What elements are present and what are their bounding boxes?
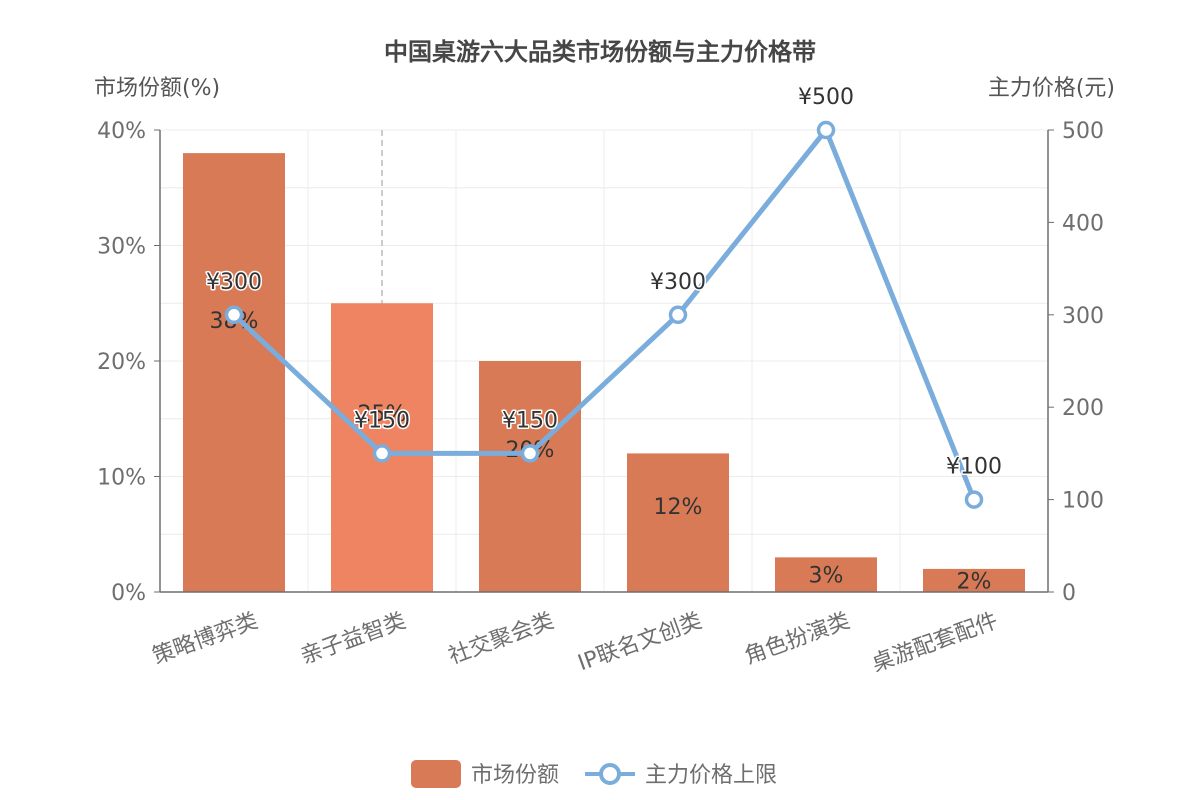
legend-line-marker: [599, 763, 621, 785]
grid: [160, 129, 1048, 592]
line-point[interactable]: [816, 120, 836, 140]
bar-labels: 38%25%20%12%3%2%: [210, 309, 992, 595]
y-right-tick-label: 400: [1062, 211, 1104, 236]
line-data-label: ¥100: [946, 455, 1002, 480]
bar-data-label: 25%: [358, 402, 407, 427]
y-left-tick-label: 30%: [97, 235, 146, 260]
y-right-tick-label: 200: [1062, 396, 1104, 421]
y-left-tick-label: 40%: [97, 119, 146, 144]
line-data-label: ¥150: [354, 408, 410, 433]
line-point[interactable]: [668, 305, 688, 325]
bar-data-label: 12%: [654, 495, 703, 520]
bar[interactable]: [627, 453, 729, 592]
y-right-tick-label: 500: [1062, 119, 1104, 144]
bar[interactable]: [479, 361, 581, 592]
line-data-label: ¥150: [502, 408, 558, 433]
line-series: [224, 120, 984, 509]
x-tick-label: 桌游配套配件: [869, 608, 1002, 677]
x-tick-label: 角色扮演类: [741, 608, 853, 669]
legend: 市场份额 主力价格上限: [411, 760, 777, 788]
x-tick-label: 策略博弈类: [149, 608, 261, 669]
bar[interactable]: [923, 568, 1025, 592]
line-data-label: ¥500: [798, 85, 854, 110]
line-path: [232, 127, 977, 501]
y-right-tick-label: 100: [1062, 489, 1104, 514]
x-tick-label: IP联名文创类: [575, 608, 705, 676]
y-left-tick-label: 0%: [111, 581, 146, 606]
legend-bar-label: 市场份额: [471, 763, 559, 788]
y-right-tick-label: 300: [1062, 304, 1104, 329]
bar-data-label: 2%: [957, 569, 992, 594]
y-left-axis-label: 市场份额(%): [94, 76, 220, 101]
line-data-label: ¥300: [650, 270, 706, 295]
chart-title: 中国桌游六大品类市场份额与主力价格带: [384, 38, 816, 66]
y-left-tick-label: 20%: [97, 350, 146, 375]
line-point[interactable]: [520, 444, 540, 463]
line-data-label: ¥300: [206, 270, 262, 295]
line-point[interactable]: [964, 490, 984, 509]
y-left-tick-label: 10%: [97, 466, 146, 491]
x-tick-label: 社交聚会类: [445, 608, 557, 669]
y-right-tick-label: 0: [1062, 581, 1076, 606]
bar-data-label: 3%: [809, 564, 844, 589]
line-point[interactable]: [224, 305, 244, 325]
bar[interactable]: [775, 557, 877, 592]
legend-line-label: 主力价格上限: [645, 763, 777, 788]
line-labels: ¥300 ¥150 ¥150 ¥300 ¥500 ¥100: [205, 84, 1004, 482]
x-tick-label: 亲子益智类: [297, 608, 409, 669]
bar[interactable]: [183, 153, 285, 592]
y-right-axis-label: 主力价格(元): [988, 76, 1115, 101]
legend-bar-swatch: [411, 760, 461, 788]
line-point[interactable]: [372, 444, 392, 463]
